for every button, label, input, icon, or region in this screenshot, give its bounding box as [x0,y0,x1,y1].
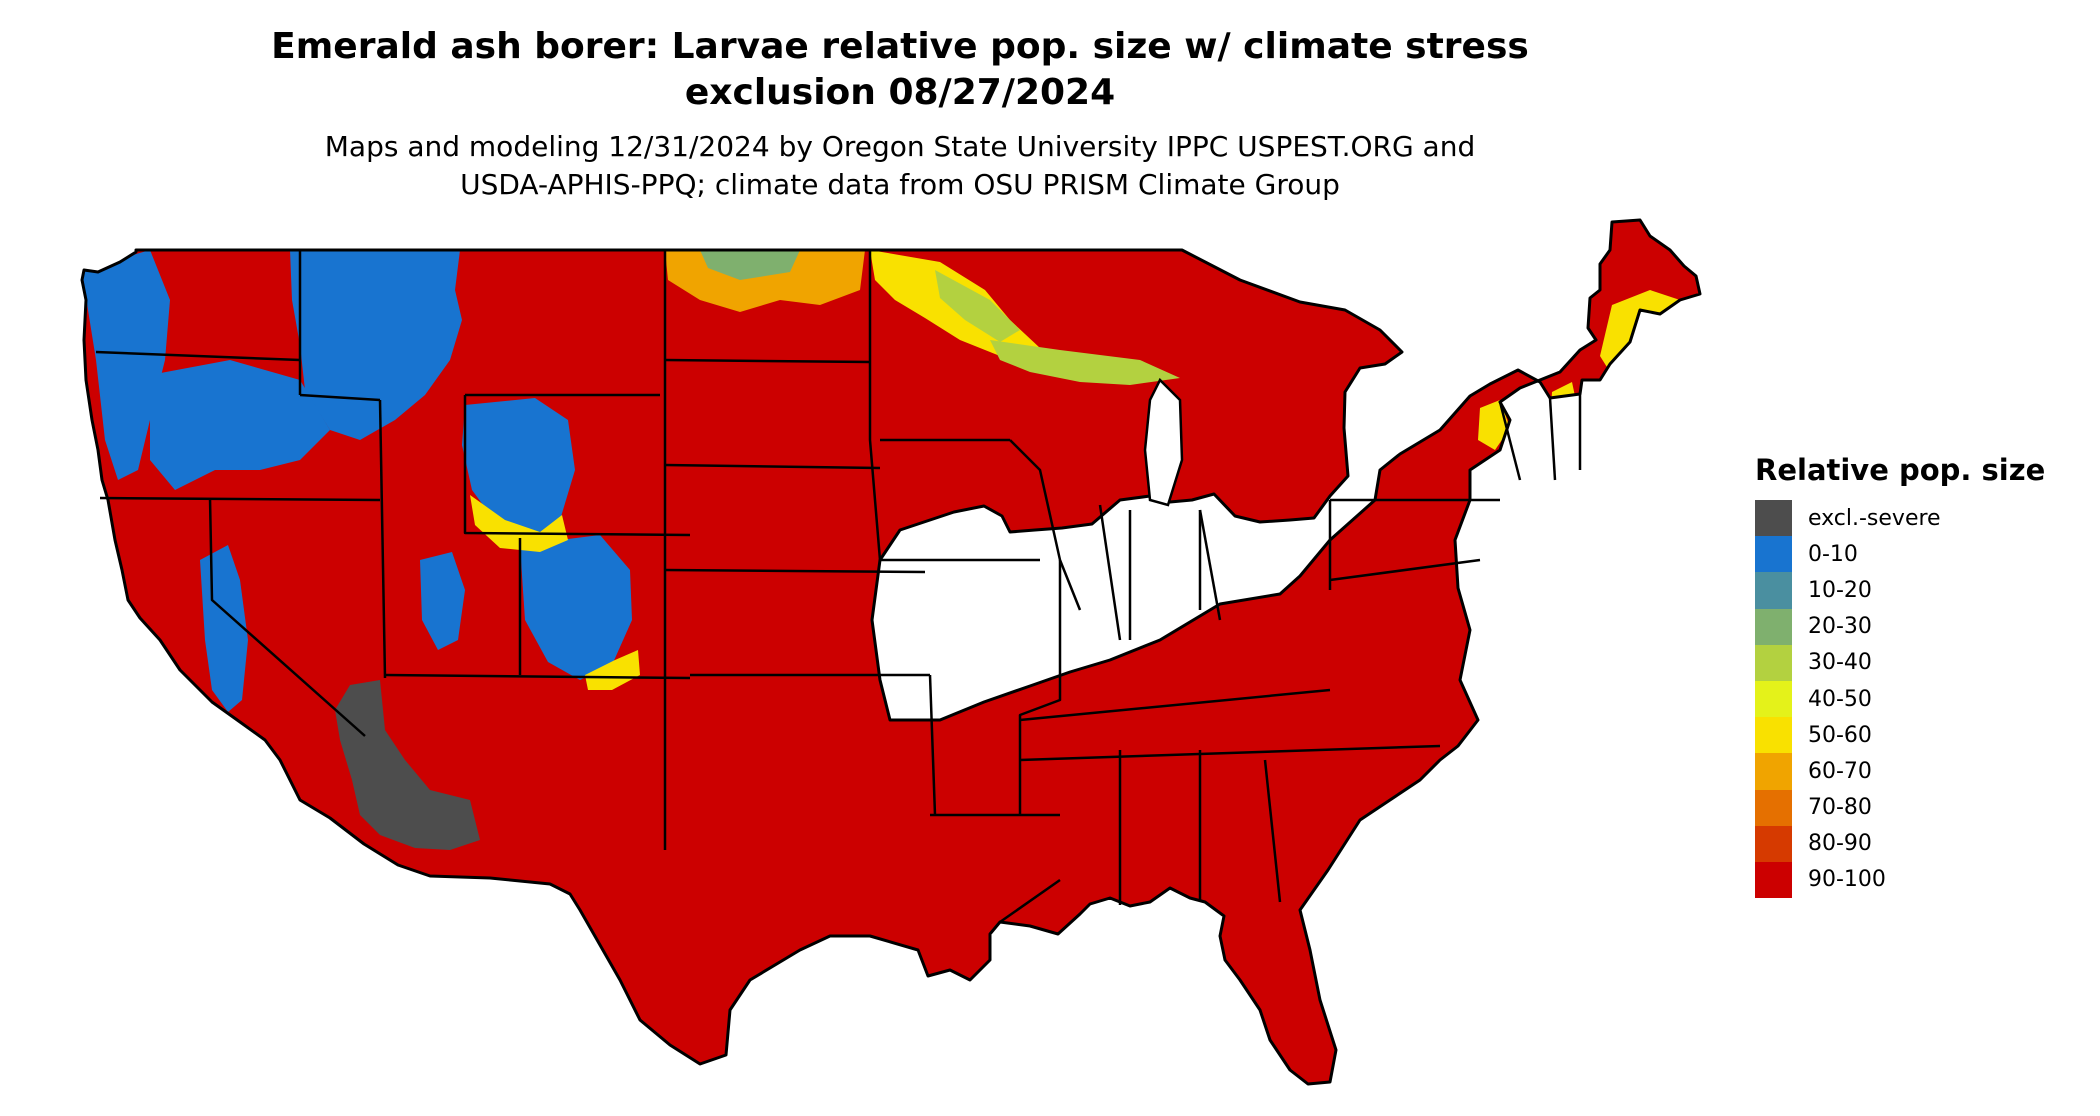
zone-utah-mtns [420,552,465,650]
zone-wyoming-rockies [462,398,575,535]
legend-label: 70-80 [1808,795,1872,821]
map-subtitle-line-1: Maps and modeling 12/31/2024 by Oregon S… [324,130,1476,163]
legend-swatch [1755,753,1792,790]
legend-item: 80-90 [1755,825,2075,862]
legend: Relative pop. size excl.-severe 0-10 10-20… [1755,452,2075,899]
legend-item: 50-60 [1755,717,2075,754]
zone-cascades [82,250,170,480]
legend-item: 0-10 [1755,536,2075,573]
legend-label: 60-70 [1808,758,1872,784]
legend-swatch [1755,536,1792,573]
zone-idaho-oregon [150,360,330,490]
zone-wy-fringe [470,495,568,552]
zone-excluded-southwest [335,680,480,850]
legend-item: 10-20 [1755,572,2075,609]
map-title: Emerald ash borer: Larvae relative pop. … [140,24,1660,116]
legend-item: 90-100 [1755,861,2075,899]
legend-swatch [1755,680,1792,718]
zone-up-michigan [990,340,1180,385]
legend-item: 70-80 [1755,789,2075,826]
zone-mn-north-green [935,270,1020,342]
zone-northern-rockies [290,250,462,440]
zone-nd-north-green [700,250,800,280]
legend-swatch [1755,861,1792,899]
legend-swatch [1755,644,1792,681]
legend-swatch [1755,789,1792,826]
legend-label: 80-90 [1808,831,1872,857]
legend-label: 90-100 [1808,867,1886,893]
legend-label: 0-10 [1808,541,1858,567]
map-subtitle: Maps and modeling 12/31/2024 by Oregon S… [140,128,1660,204]
legend-swatch [1755,825,1792,862]
zone-colorado-rockies [520,535,632,680]
legend-label: 50-60 [1808,722,1872,748]
legend-swatch [1755,717,1792,754]
legend-item: 60-70 [1755,753,2075,790]
map-title-line-2: exclusion 08/27/2024 [684,72,1116,113]
legend-label: excl.-severe [1808,505,1941,531]
legend-label: 40-50 [1808,686,1872,712]
legend-swatch [1755,500,1792,537]
state-boundaries [95,250,1582,924]
legend-item: 40-50 [1755,680,2075,718]
legend-label: 10-20 [1808,577,1872,603]
legend-item: 30-40 [1755,644,2075,681]
legend-swatch [1755,572,1792,609]
legend-label: 20-30 [1808,614,1872,640]
lake-michigan [1143,377,1184,507]
map-subtitle-line-2: USDA-APHIS-PPQ; climate data from OSU PR… [460,168,1340,201]
legend-items: excl.-severe 0-10 10-20 20-30 30-40 40-50 50-6… [1755,500,2075,899]
legend-label: 30-40 [1808,650,1872,676]
map-title-line-1: Emerald ash borer: Larvae relative pop. … [271,26,1529,67]
legend-title: Relative pop. size [1755,453,2046,487]
legend-item: 20-30 [1755,608,2075,645]
us-outline [80,218,1702,1086]
legend-swatch [1755,608,1792,645]
legend-item: excl.-severe [1755,500,2075,537]
zone-co-fringe [585,650,640,690]
